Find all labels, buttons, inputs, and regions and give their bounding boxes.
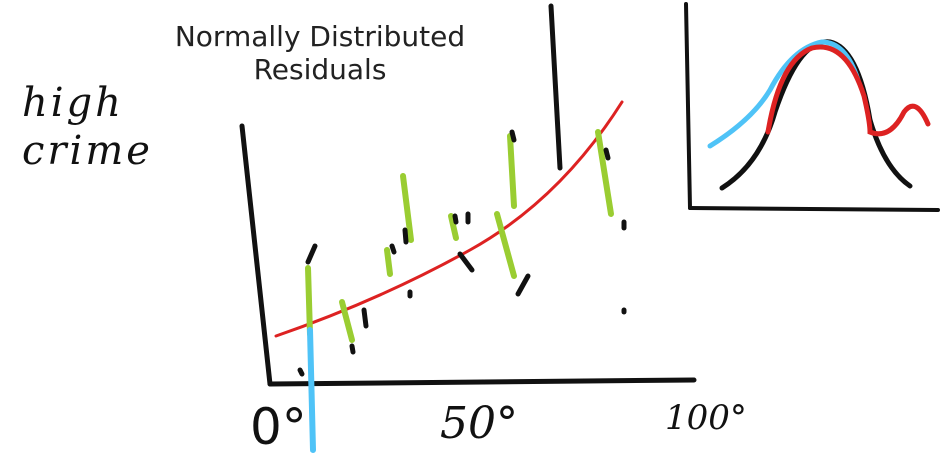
highlighted-residual <box>307 327 316 453</box>
handwritten-label-crime: crime <box>22 128 153 174</box>
inset-y-axis <box>684 2 692 210</box>
residual-segment <box>595 129 614 217</box>
data-point <box>389 243 397 255</box>
x-tick-label-100: 100° <box>665 398 747 438</box>
residual-segment <box>384 247 393 277</box>
residual-segments <box>305 129 614 343</box>
residual-segment <box>400 173 414 243</box>
data-point <box>305 243 318 265</box>
data-point <box>515 273 531 297</box>
y-axis <box>239 123 273 387</box>
data-point <box>361 307 369 329</box>
residual-segment <box>339 299 355 343</box>
x-tick-label-50: 50° <box>440 398 518 449</box>
x-tick-label-0: 0° <box>250 398 307 456</box>
title-line-2: Residuals <box>253 53 387 86</box>
divider-line <box>548 3 563 171</box>
diagram-title: Normally Distributed Residuals <box>160 20 480 86</box>
x-axis <box>267 377 697 387</box>
inset-x-axis <box>688 206 940 212</box>
residual-segment <box>448 213 459 241</box>
blue-distribution-curve <box>707 39 861 149</box>
data-point <box>603 147 611 161</box>
data-point <box>457 251 475 273</box>
regression-line <box>274 100 624 338</box>
data-point <box>452 213 459 225</box>
data-points <box>297 129 627 377</box>
data-point <box>297 367 305 377</box>
residual-segment <box>305 265 313 337</box>
title-line-1: Normally Distributed <box>174 20 466 53</box>
data-point <box>349 343 356 355</box>
data-point <box>402 227 409 245</box>
residual-segment <box>507 133 517 209</box>
red-distribution-curve <box>765 44 931 137</box>
handwritten-label-high: high <box>22 80 124 126</box>
residual-segment <box>494 211 517 279</box>
data-point <box>509 129 517 143</box>
